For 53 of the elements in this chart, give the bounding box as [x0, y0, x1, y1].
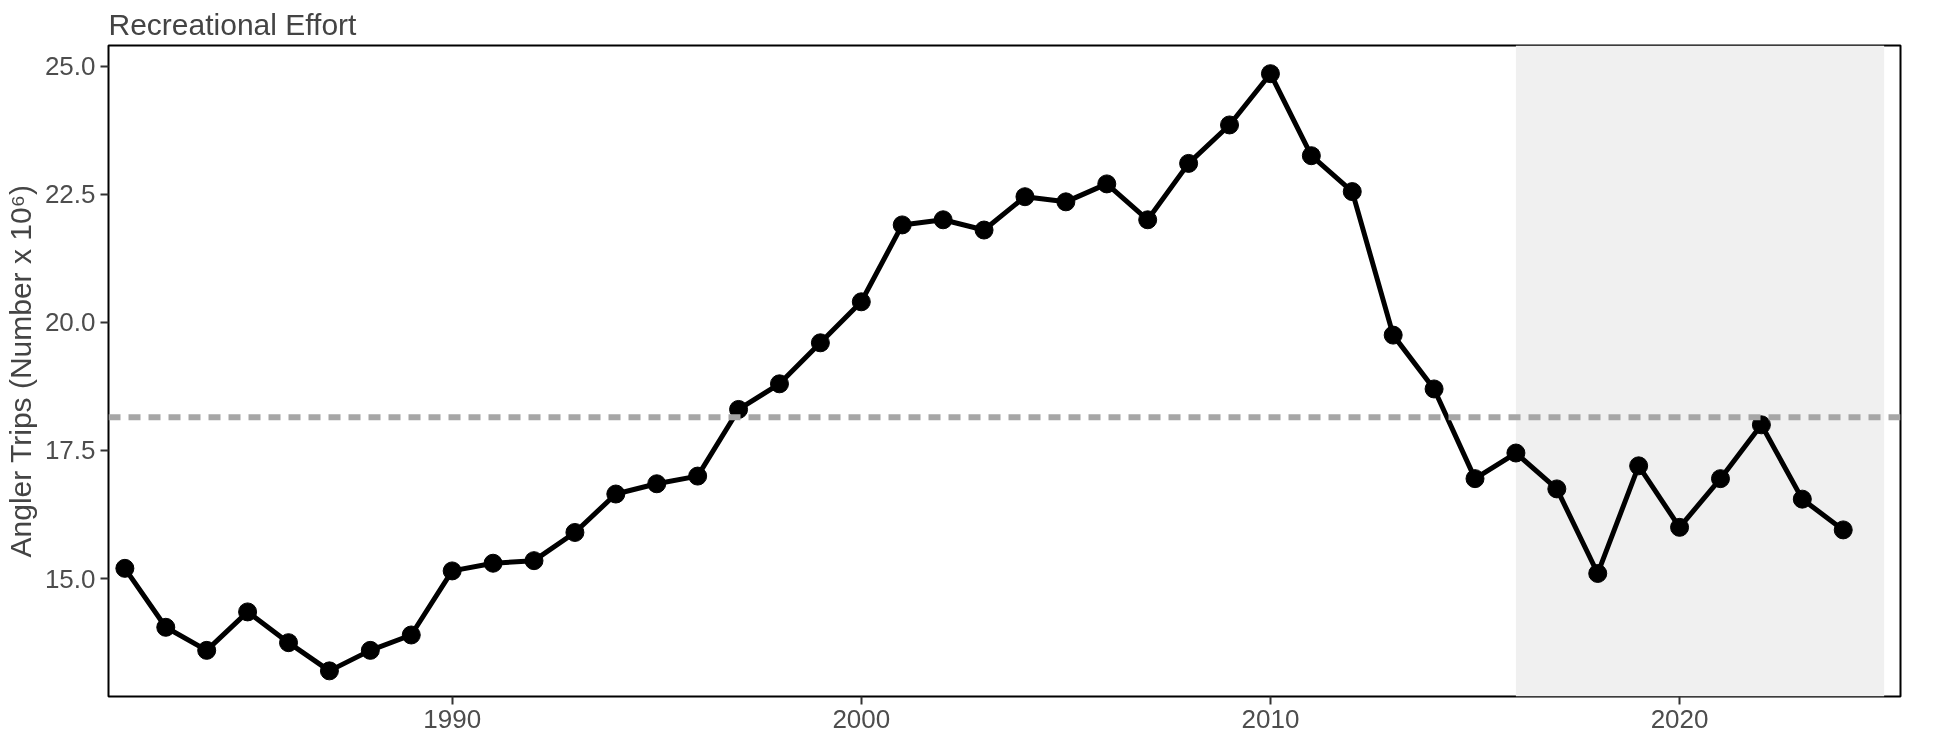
point — [565, 522, 585, 542]
y-tick-label: 22.5 — [44, 179, 96, 210]
point — [851, 292, 871, 312]
point — [1015, 187, 1035, 207]
x-tick-label: 1990 — [423, 703, 482, 734]
point — [1179, 153, 1199, 173]
point — [769, 374, 789, 394]
point — [1670, 517, 1690, 537]
point — [401, 625, 421, 645]
point — [156, 617, 176, 637]
point — [1383, 325, 1403, 345]
point — [1792, 489, 1812, 509]
x-tick-label: 2000 — [832, 703, 891, 734]
point — [1710, 469, 1730, 489]
point — [197, 640, 217, 660]
y-tick-label: 20.0 — [44, 307, 96, 338]
point — [1751, 415, 1771, 435]
point — [974, 220, 994, 240]
point — [933, 210, 953, 230]
point — [1833, 520, 1853, 540]
point — [810, 333, 830, 353]
point — [442, 561, 462, 581]
point — [1301, 146, 1321, 166]
point — [1220, 115, 1240, 135]
point — [483, 553, 503, 573]
point — [1097, 174, 1117, 194]
point — [1547, 479, 1567, 499]
point — [1138, 210, 1158, 230]
y-tick-label: 17.5 — [44, 435, 96, 466]
point — [1588, 563, 1608, 583]
point — [1260, 64, 1280, 84]
point — [1424, 379, 1444, 399]
point — [1056, 192, 1076, 212]
point — [1506, 443, 1526, 463]
chart-title: Recreational Effort — [108, 7, 358, 41]
point — [688, 466, 708, 486]
point — [1465, 469, 1485, 489]
y-tick-label: 25.0 — [44, 51, 96, 81]
y-tick-label: 15.0 — [44, 563, 96, 594]
point — [115, 558, 135, 578]
point — [360, 640, 380, 660]
point — [892, 215, 912, 235]
point — [647, 474, 667, 494]
point — [1629, 456, 1649, 476]
point — [238, 602, 258, 622]
point — [1342, 182, 1362, 202]
y-axis-title: Angler Trips (Number x 10⁶) — [3, 185, 37, 558]
x-tick-label: 2010 — [1241, 703, 1300, 734]
point — [606, 484, 626, 504]
point — [524, 551, 544, 571]
x-tick-label: 2020 — [1650, 703, 1709, 734]
point — [279, 633, 299, 653]
point — [319, 661, 339, 681]
